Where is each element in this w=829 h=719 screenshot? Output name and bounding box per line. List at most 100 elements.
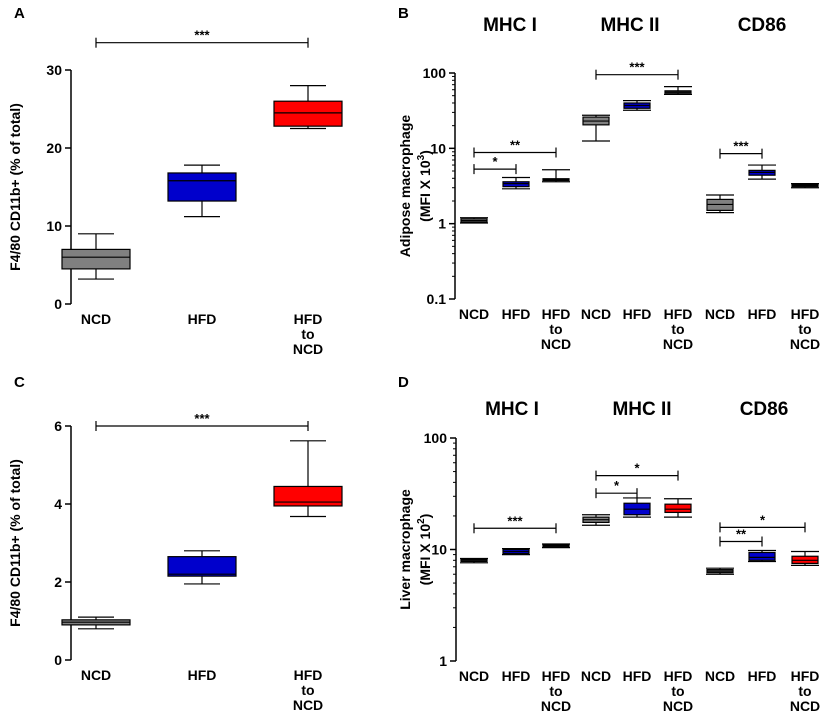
category-label: HFD	[502, 668, 531, 684]
category-label-line: to	[549, 683, 562, 699]
category-label: NCD	[459, 668, 489, 684]
category-label-line: HFD	[502, 306, 531, 322]
significance-bracket: ***	[473, 513, 557, 534]
box-6	[664, 498, 692, 518]
category-label-line: NCD	[541, 698, 571, 714]
category-label-line: HFD	[623, 306, 652, 322]
significance-bracket: ***	[95, 28, 309, 48]
significance-label: *	[634, 461, 640, 476]
category-label-line: NCD	[581, 668, 611, 684]
category-label-line: to	[301, 326, 314, 342]
significance-bracket: *	[473, 154, 517, 175]
y-tick-label: 1	[439, 653, 447, 669]
category-label-line: HFD	[294, 311, 323, 327]
category-label: NCD	[705, 668, 735, 684]
significance-label: *	[614, 478, 620, 493]
y-tick-label: 2	[54, 574, 62, 590]
unit-exponent: 3	[416, 154, 427, 160]
y-tick-label: 1	[438, 216, 446, 232]
category-label: HFD to NCD	[790, 306, 820, 352]
box-5	[623, 100, 651, 111]
category-label: NCD	[459, 306, 489, 322]
significance-label: **	[736, 526, 747, 541]
category-label-line: NCD	[293, 341, 323, 357]
box-iqr	[61, 248, 131, 270]
y-axis-label: F4/80 CD11b+ (% of total)	[7, 103, 23, 271]
group-header: MHC I	[485, 399, 539, 420]
category-label-line: NCD	[81, 311, 111, 327]
box-1	[460, 557, 488, 564]
y-tick-label: 100	[423, 65, 447, 81]
y-axis-label: Adipose macrophage	[397, 115, 413, 258]
box-8	[748, 549, 776, 563]
category-label: NCD	[581, 668, 611, 684]
y-tick-label: 0.1	[427, 291, 447, 307]
box-iqr	[664, 503, 692, 514]
y-tick-label: 20	[46, 140, 62, 156]
significance-label: ***	[194, 411, 210, 426]
significance-bracket: *	[595, 478, 638, 499]
category-label-line: HFD	[748, 306, 777, 322]
y-axis-label: F4/80 CD11b+ (% of total)	[7, 459, 23, 627]
y-tick-label: 4	[54, 496, 62, 512]
box-6	[664, 85, 692, 95]
category-label: NCD	[81, 311, 111, 327]
category-label-line: NCD	[81, 667, 111, 683]
category-label: HFD	[748, 668, 777, 684]
category-label-line: NCD	[459, 306, 489, 322]
panel-d: D 1 10 100 Liver macrophage (MFI X 102) MHC I M…	[397, 374, 820, 714]
box-iqr	[273, 485, 343, 507]
box-8	[748, 164, 776, 180]
category-label-line: to	[549, 321, 562, 337]
box-3	[542, 543, 570, 549]
category-label: HFD to NCD	[541, 306, 571, 352]
category-label-line: HFD	[188, 311, 217, 327]
category-label-line: NCD	[459, 668, 489, 684]
significance-label: ***	[733, 139, 749, 154]
significance-bracket: ***	[595, 60, 679, 80]
category-label-line: NCD	[663, 698, 693, 714]
category-label: NCD	[705, 306, 735, 322]
panel-letter: B	[398, 5, 409, 22]
box-1	[61, 233, 131, 280]
category-label: HFD to NCD	[663, 668, 693, 714]
significance-bracket: ***	[95, 411, 309, 431]
category-label-line: HFD	[542, 668, 571, 684]
significance-bracket: *	[595, 461, 679, 481]
box-iqr	[167, 172, 237, 202]
box-2	[167, 550, 237, 585]
significance-bracket: *	[719, 512, 806, 533]
category-label-line: HFD	[748, 668, 777, 684]
box-2	[502, 547, 530, 556]
box-4	[582, 114, 610, 142]
box-1	[61, 616, 131, 630]
box-7	[706, 194, 734, 214]
category-label-line: HFD	[664, 306, 693, 322]
category-label-line: to	[301, 682, 314, 698]
significance-bracket: **	[473, 138, 557, 158]
category-label: HFD	[748, 306, 777, 322]
significance-label: ***	[507, 513, 523, 528]
category-label: HFD to NCD	[790, 668, 820, 714]
box-3	[542, 169, 570, 183]
significance-label: ***	[629, 60, 645, 75]
category-label-line: HFD	[294, 667, 323, 683]
significance-bracket: **	[719, 526, 763, 547]
unit-text: (MFI X 10	[417, 524, 433, 586]
panel-letter: C	[14, 374, 25, 391]
category-label-line: HFD	[542, 306, 571, 322]
significance-label: *	[492, 154, 498, 169]
box-iqr	[167, 556, 237, 577]
box-2	[167, 164, 237, 218]
category-label-line: HFD	[791, 668, 820, 684]
category-label-line: NCD	[705, 668, 735, 684]
category-label: HFD to NCD	[293, 667, 323, 713]
box-7	[706, 567, 734, 575]
box-5	[623, 497, 651, 518]
category-label-line: to	[671, 321, 684, 337]
category-label-line: to	[671, 683, 684, 699]
category-label: HFD to NCD	[541, 668, 571, 714]
group-header: CD86	[738, 15, 787, 36]
y-axis-unit-label: (MFI X 103)	[416, 150, 433, 222]
